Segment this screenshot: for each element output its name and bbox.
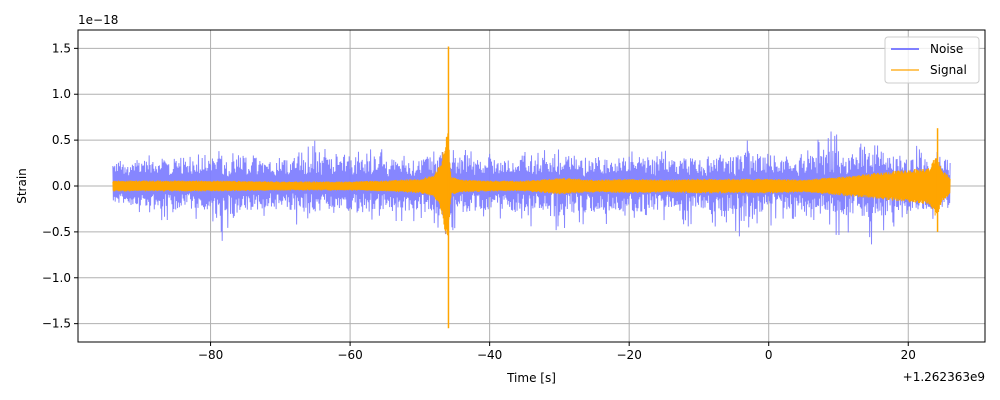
x-tick-label: 20 [901,348,916,362]
y-tick-label: −1.0 [42,271,71,285]
y-tick-label: 1.0 [52,87,71,101]
x-offset-label: +1.262363e9 [903,370,985,384]
legend-noise-label: Noise [930,42,963,56]
y-tick-label: −1.5 [42,317,71,331]
noise-series-line [112,131,951,245]
y-axis-label: Strain [15,168,29,204]
x-tick-label: −40 [477,348,502,362]
y-tick-label: 1.5 [52,41,71,55]
signal-series-line [112,133,951,236]
x-axis-label: Time [s] [506,371,556,385]
y-tick-label: 0.0 [52,179,71,193]
tick-layer: −80 −60 −40 −20 0 20 1.5 1.0 0.5 0.0 −0.5 −1.0 −1.5 [42,41,916,362]
legend-signal-label: Signal [930,63,967,77]
legend: Noise Signal [884,36,980,84]
plot-layer [112,46,951,329]
x-tick-label: 0 [765,348,773,362]
x-tick-label: −20 [617,348,642,362]
x-tick-label: −60 [337,348,362,362]
y-tick-label: −0.5 [42,225,71,239]
y-tick-label: 0.5 [52,133,71,147]
y-scale-label: 1e−18 [78,13,118,27]
x-tick-label: −80 [198,348,223,362]
